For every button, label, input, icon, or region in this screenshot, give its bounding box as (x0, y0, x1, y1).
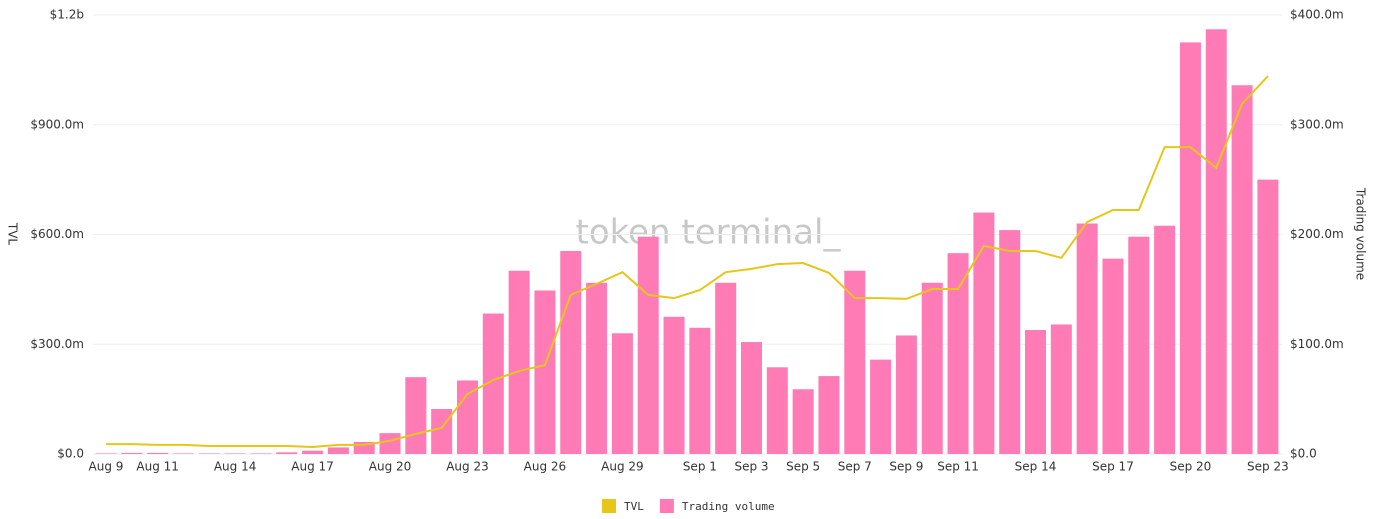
bar (1050, 324, 1072, 454)
bar (95, 453, 117, 454)
y2-tick-label: $200.0m (1290, 227, 1344, 241)
bar (663, 316, 685, 454)
bar (1076, 223, 1098, 454)
x-tick-label: Aug 29 (601, 460, 644, 474)
bar (276, 452, 298, 454)
x-tick-label: Sep 5 (786, 460, 820, 474)
bar (715, 282, 737, 454)
bar (586, 282, 608, 454)
bar (741, 342, 762, 454)
bar (689, 327, 711, 454)
bar (1128, 236, 1150, 454)
bar (895, 335, 917, 454)
bar (508, 270, 530, 454)
x-tick-label: Sep 7 (838, 460, 872, 474)
bar (405, 377, 427, 454)
legend-label: Trading volume (682, 500, 775, 513)
y-tick-label: $300.0m (30, 337, 84, 351)
bar (482, 313, 504, 454)
bar (611, 333, 633, 454)
x-tick-label: Sep 3 (734, 460, 768, 474)
x-tick-label: Aug 9 (89, 460, 124, 474)
x-tick-label: Aug 20 (369, 460, 412, 474)
bar (534, 290, 556, 454)
bar (1205, 29, 1227, 455)
bar (973, 212, 995, 454)
bar (637, 236, 659, 454)
bar (1257, 179, 1279, 454)
bar (327, 447, 349, 454)
x-tick-label: Aug 17 (291, 460, 334, 474)
watermark: token terminal_ (576, 213, 842, 253)
bar (1102, 258, 1124, 454)
bar (766, 367, 788, 454)
bar (1025, 329, 1047, 454)
bar (121, 452, 143, 454)
y2-tick-label: $0.0 (1290, 447, 1317, 461)
x-tick-label: Sep 9 (889, 460, 923, 474)
x-tick-label: Sep 17 (1092, 460, 1134, 474)
bar (379, 433, 401, 454)
x-tick-label: Aug 26 (524, 460, 567, 474)
line (106, 75, 1269, 449)
legend-swatch (659, 499, 674, 513)
x-tick-label: Sep 11 (937, 460, 979, 474)
x-tick-label: Sep 1 (683, 460, 717, 474)
bar (456, 380, 478, 454)
bar (560, 250, 582, 454)
bar (870, 359, 892, 454)
y2-tick-label: $100.0m (1290, 337, 1344, 351)
x-tick-label: Sep 20 (1170, 460, 1212, 474)
bar (1179, 42, 1201, 454)
bar (250, 453, 272, 454)
legend-swatch (602, 499, 616, 513)
x-tick-label: Aug 11 (136, 460, 179, 474)
y-tick-label: $1.2b (50, 8, 84, 22)
bar (224, 453, 246, 454)
bar (1154, 225, 1176, 454)
y2-tick-label: $300.0m (1290, 117, 1344, 131)
bar (818, 376, 840, 454)
y2-tick-label: $400.0m (1290, 8, 1344, 22)
legend-item: Trading volume (659, 499, 775, 513)
bar (172, 453, 194, 454)
bar (1231, 85, 1253, 455)
bar (431, 409, 453, 454)
bar (947, 253, 969, 454)
x-tick-label: Sep 14 (1015, 460, 1057, 474)
bar (999, 230, 1021, 454)
bar (302, 450, 324, 454)
bar (844, 270, 866, 454)
y-tick-label: $900.0m (30, 117, 84, 131)
x-tick-label: Aug 23 (446, 460, 489, 474)
legend-label: TVL (624, 500, 644, 513)
legend-item: TVL (602, 499, 644, 513)
y2-axis-title: Trading volume (1354, 187, 1368, 280)
y-axis-title: TVL (6, 222, 20, 246)
bar (792, 389, 814, 454)
bar (198, 453, 220, 454)
bar (147, 452, 169, 454)
x-tick-label: Aug 14 (214, 460, 257, 474)
y-tick-label: $0.0 (57, 447, 84, 461)
y-tick-label: $600.0m (30, 227, 84, 241)
x-tick-label: Sep 23 (1247, 460, 1289, 474)
bar (921, 282, 943, 454)
